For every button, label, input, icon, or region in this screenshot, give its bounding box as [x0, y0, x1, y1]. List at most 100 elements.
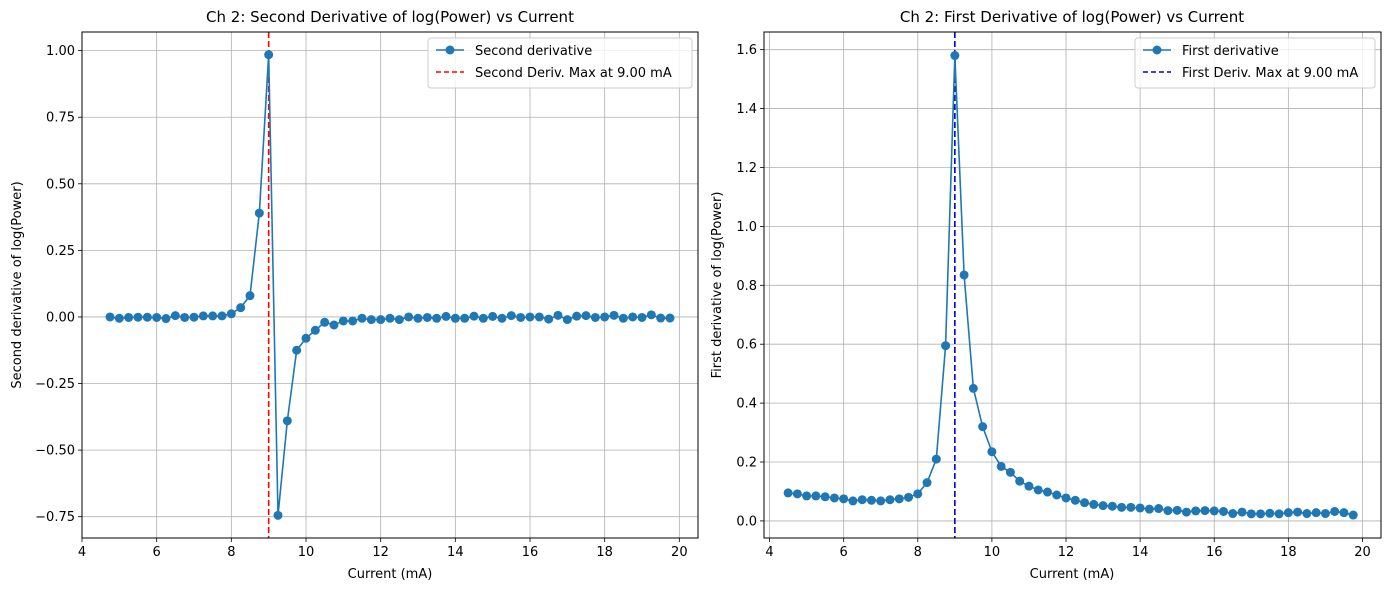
data-point — [534, 312, 544, 322]
data-point — [1246, 509, 1256, 519]
y-tick-label: 0.25 — [46, 244, 75, 259]
data-point — [885, 495, 895, 505]
data-point — [1209, 506, 1219, 516]
x-tick-label: 6 — [840, 545, 848, 560]
data-point — [273, 510, 283, 520]
data-point — [254, 208, 264, 218]
data-point — [618, 313, 628, 323]
x-tick-label: 4 — [765, 545, 773, 560]
data-point — [441, 311, 451, 321]
data-point — [310, 325, 320, 335]
data-point — [996, 461, 1006, 471]
data-point — [1144, 504, 1154, 514]
data-point — [922, 478, 932, 488]
data-point — [904, 492, 914, 502]
data-point — [422, 312, 432, 322]
data-point — [1348, 510, 1358, 520]
y-tick-label: 1.00 — [46, 44, 75, 59]
data-point — [105, 312, 115, 322]
data-point — [959, 270, 969, 280]
data-point — [236, 303, 246, 313]
data-point — [802, 491, 812, 501]
data-point — [1172, 505, 1182, 515]
y-tick-label: −0.75 — [35, 510, 75, 525]
legend: First derivative First Deriv. Max at 9.0… — [1134, 37, 1376, 89]
data-point — [142, 312, 152, 322]
y-tick-label: 0.4 — [736, 397, 757, 412]
x-tick-label: 12 — [1058, 545, 1075, 560]
y-tick-label: 0.2 — [736, 456, 757, 471]
y-tick-label: 1.0 — [736, 220, 757, 235]
data-point — [394, 315, 404, 325]
x-tick-label: 18 — [1280, 545, 1297, 560]
series-first-derivative — [783, 51, 1358, 520]
data-point — [460, 313, 470, 323]
data-point — [133, 312, 143, 322]
y-axis-label: Second derivative of log(Power) — [10, 181, 25, 388]
data-point — [1080, 498, 1090, 508]
data-point — [198, 311, 208, 321]
data-point — [1274, 509, 1284, 519]
chart-title: Ch 2: Second Derivative of log(Power) vs… — [206, 8, 574, 26]
x-tick-label: 10 — [984, 545, 1001, 560]
legend-box — [1134, 37, 1376, 89]
data-point — [469, 311, 479, 321]
chart-title: Ch 2: First Derivative of log(Power) vs … — [900, 8, 1244, 26]
data-point — [404, 312, 414, 322]
data-point — [646, 310, 656, 320]
data-point — [1302, 509, 1312, 519]
data-point — [152, 312, 162, 322]
legend-series-label: First derivative — [1182, 44, 1279, 59]
data-point — [931, 454, 941, 464]
data-point — [941, 341, 951, 351]
x-tick-label: 8 — [227, 545, 235, 560]
legend-series-label: Second derivative — [475, 44, 592, 59]
data-point — [857, 495, 867, 505]
data-point — [506, 311, 516, 321]
data-point — [208, 311, 218, 321]
data-point — [1126, 502, 1136, 512]
data-point — [913, 489, 923, 499]
data-point — [1005, 467, 1015, 477]
data-point — [1320, 509, 1330, 519]
y-tick-label: 0.75 — [46, 111, 75, 126]
data-point — [792, 489, 802, 499]
data-point — [1117, 502, 1127, 512]
y-ticks: 0.0 0.2 0.4 0.6 0.8 1.0 1.2 1.4 1.6 — [736, 43, 764, 529]
x-tick-label: 16 — [522, 545, 539, 560]
legend-marker-icon — [1152, 45, 1162, 55]
y-tick-label: 1.2 — [736, 161, 757, 176]
y-tick-label: 0.6 — [736, 338, 757, 353]
y-tick-label: −0.50 — [35, 444, 75, 459]
data-point — [217, 311, 227, 321]
data-point — [876, 496, 886, 506]
data-point — [497, 313, 507, 323]
data-point — [1052, 490, 1062, 500]
data-point — [553, 310, 563, 320]
x-tick-label: 14 — [1132, 545, 1149, 560]
data-point — [820, 492, 830, 502]
data-point — [783, 488, 793, 498]
grid — [764, 32, 1381, 538]
data-point — [600, 312, 610, 322]
data-point — [1256, 509, 1266, 519]
x-tick-label: 6 — [153, 545, 161, 560]
x-axis-label: Current (mA) — [348, 567, 433, 582]
data-point — [432, 313, 442, 323]
data-point — [1015, 476, 1025, 486]
y-tick-label: 0.50 — [46, 177, 75, 192]
data-point — [978, 422, 988, 432]
data-point — [114, 313, 124, 323]
data-point — [161, 314, 171, 324]
y-ticks: −0.75 −0.50 −0.25 0.00 0.25 0.50 0.75 1.00 — [35, 44, 82, 525]
data-point — [338, 316, 348, 326]
data-point — [1163, 506, 1173, 516]
data-point — [866, 495, 876, 505]
y-tick-label: 0.8 — [736, 279, 757, 294]
data-point — [1135, 503, 1145, 513]
data-point — [1154, 504, 1164, 514]
data-point — [1191, 506, 1201, 516]
data-point — [1089, 499, 1099, 509]
x-tick-label: 10 — [298, 545, 315, 560]
